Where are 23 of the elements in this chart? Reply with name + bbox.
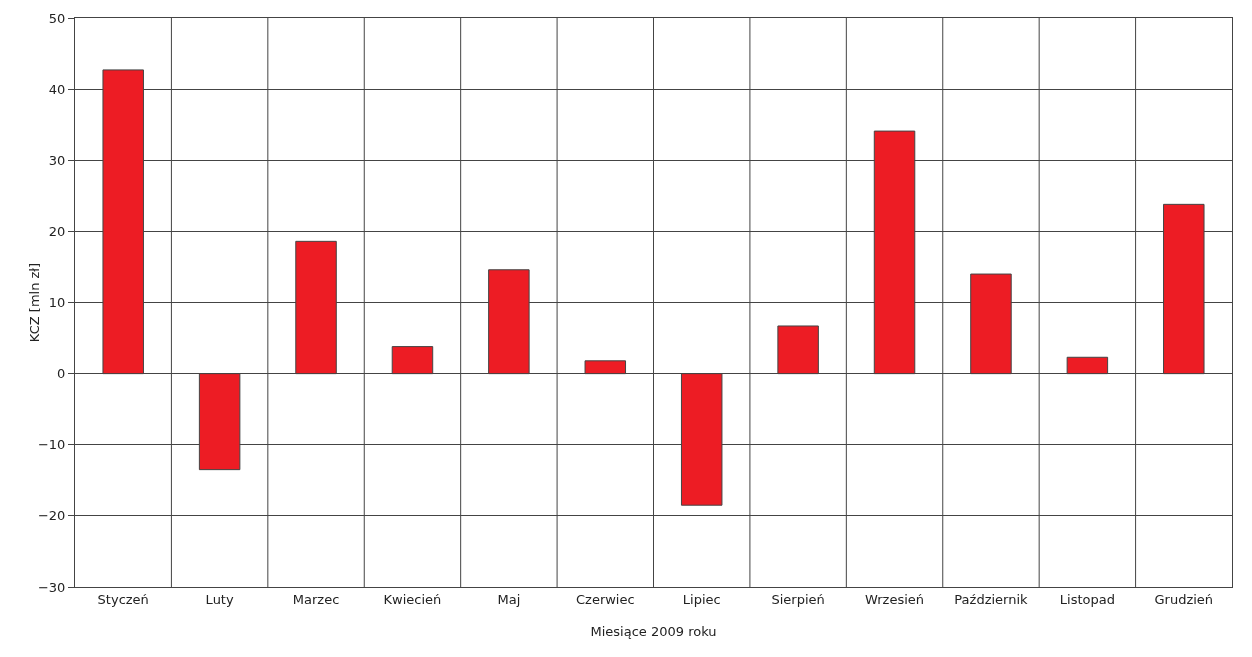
y-axis-title: KCZ [mln zł] — [27, 262, 42, 343]
x-tick-label: Lipiec — [682, 591, 721, 607]
x-tick-label: Grudzień — [1154, 591, 1214, 607]
y-tick-label: 10 — [48, 295, 66, 311]
x-tick-label: Wrzesień — [865, 591, 925, 607]
y-tick-label: 50 — [48, 10, 66, 26]
x-axis-title: Miesiące 2009 roku — [590, 624, 717, 639]
x-tick-label: Kwiecień — [383, 591, 442, 607]
y-tick-label: −10 — [37, 437, 66, 453]
y-tick-label: 20 — [48, 223, 66, 239]
x-tick-label: Luty — [205, 591, 234, 607]
x-tick-label: Czerwiec — [575, 591, 635, 607]
y-tick-label: 40 — [48, 81, 66, 97]
x-tick-label: Maj — [497, 591, 521, 607]
y-tick-label: −30 — [37, 579, 66, 595]
x-tick-label: Marzec — [292, 591, 340, 607]
y-tick-label: 30 — [48, 152, 66, 168]
x-tick-label: Październik — [954, 591, 1029, 607]
x-tick-label: Styczeń — [97, 591, 149, 607]
x-tick-label: Listopad — [1059, 591, 1115, 607]
y-tick-label: −20 — [37, 508, 66, 524]
x-tick-label: Sierpień — [771, 591, 825, 607]
y-tick-label: 0 — [57, 366, 66, 382]
